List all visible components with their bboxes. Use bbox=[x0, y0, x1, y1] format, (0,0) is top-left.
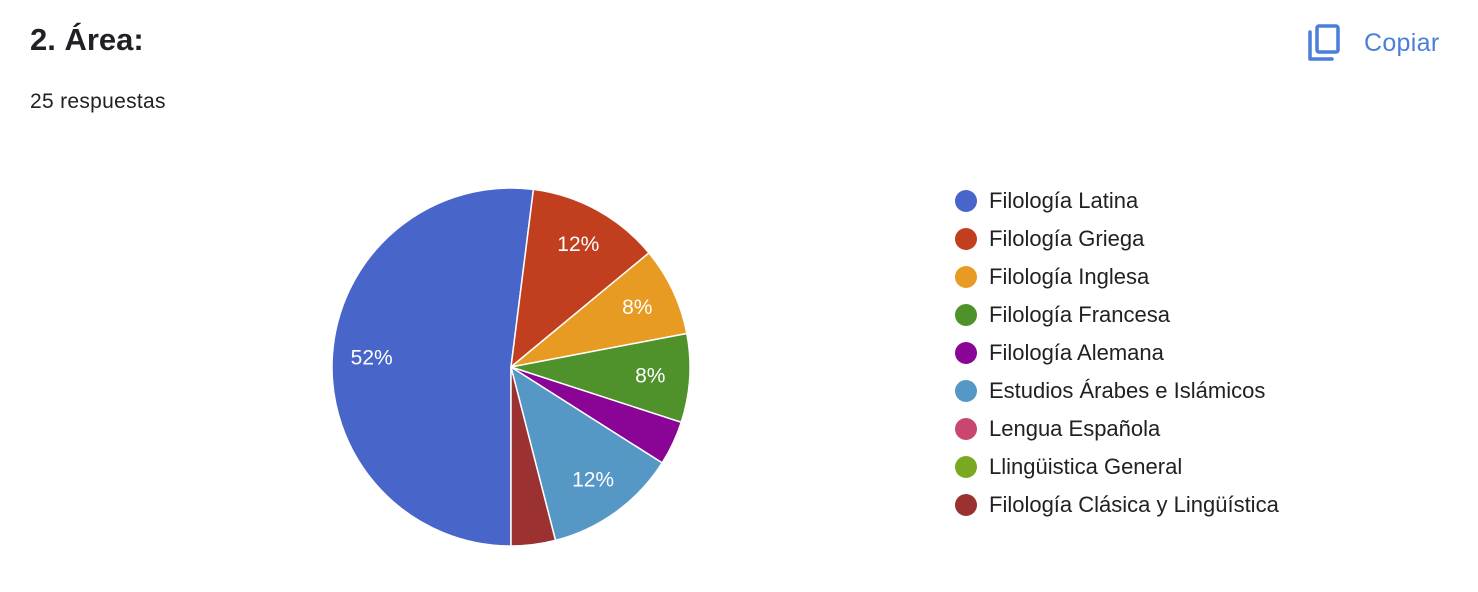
pie-label-filologia-francesa: 8% bbox=[635, 364, 665, 387]
legend-swatch bbox=[955, 418, 977, 440]
pie-label-filologia-inglesa: 8% bbox=[622, 296, 652, 319]
pie-slice-filologia-inglesa[interactable] bbox=[510, 252, 688, 368]
legend-swatch bbox=[955, 266, 977, 288]
pie-label-estudios-arabes-e-islamicos: 12% bbox=[572, 469, 614, 492]
pie-slice-filologia-clasica-y-linguistica[interactable] bbox=[510, 366, 557, 547]
legend-swatch bbox=[955, 190, 977, 212]
legend-swatch bbox=[955, 304, 977, 326]
legend-item-llinguistica-general[interactable]: Llingüistica General bbox=[955, 448, 1279, 486]
legend-label: Filología Clásica y Lingüística bbox=[989, 492, 1279, 517]
pie-slice-estudios-arabes-e-islamicos[interactable] bbox=[510, 366, 663, 542]
legend-swatch bbox=[955, 494, 977, 516]
pie-label-filologia-griega: 12% bbox=[557, 233, 599, 256]
legend-label: Estudios Árabes e Islámicos bbox=[989, 378, 1266, 403]
legend-item-filologia-griega[interactable]: Filología Griega bbox=[955, 220, 1279, 258]
legend-item-lengua-espanola[interactable]: Lengua Española bbox=[955, 410, 1279, 448]
pie-slice-filologia-latina[interactable] bbox=[331, 187, 535, 547]
legend-swatch bbox=[955, 342, 977, 364]
legend-label: Filología Latina bbox=[989, 188, 1139, 213]
legend-item-filologia-francesa[interactable]: Filología Francesa bbox=[955, 296, 1279, 334]
legend-item-filologia-inglesa[interactable]: Filología Inglesa bbox=[955, 258, 1279, 296]
response-count: 25 respuestas bbox=[30, 90, 166, 113]
legend-label: Filología Francesa bbox=[989, 302, 1170, 327]
copy-button[interactable]: Copiar bbox=[1306, 18, 1439, 68]
legend-label: Llingüistica General bbox=[989, 454, 1183, 479]
legend-item-filologia-alemana[interactable]: Filología Alemana bbox=[955, 334, 1279, 372]
legend-label: Filología Alemana bbox=[989, 340, 1164, 365]
page-title: 2. Área: bbox=[30, 22, 144, 57]
legend-item-filologia-clasica-y-linguistica[interactable]: Filología Clásica y Lingüística bbox=[955, 486, 1279, 524]
legend-label: Filología Inglesa bbox=[989, 264, 1150, 289]
legend-label: Lengua Española bbox=[989, 416, 1161, 441]
legend-label: Filología Griega bbox=[989, 226, 1145, 251]
legend-swatch bbox=[955, 228, 977, 250]
legend-item-estudios-arabes-e-islamicos[interactable]: Estudios Árabes e Islámicos bbox=[955, 372, 1279, 410]
pie-slice-filologia-francesa[interactable] bbox=[510, 332, 691, 424]
legend-item-filologia-latina[interactable]: Filología Latina bbox=[955, 182, 1279, 220]
copy-icon bbox=[1306, 23, 1342, 63]
chart-legend: Filología Latina Filología Griega Filologí… bbox=[955, 182, 1279, 524]
legend-swatch bbox=[955, 380, 977, 402]
copy-label: Copiar bbox=[1364, 28, 1440, 57]
pie-label-filologia-latina: 52% bbox=[351, 347, 393, 370]
pie-slice-filologia-griega[interactable] bbox=[510, 188, 650, 368]
legend-swatch bbox=[955, 456, 977, 478]
